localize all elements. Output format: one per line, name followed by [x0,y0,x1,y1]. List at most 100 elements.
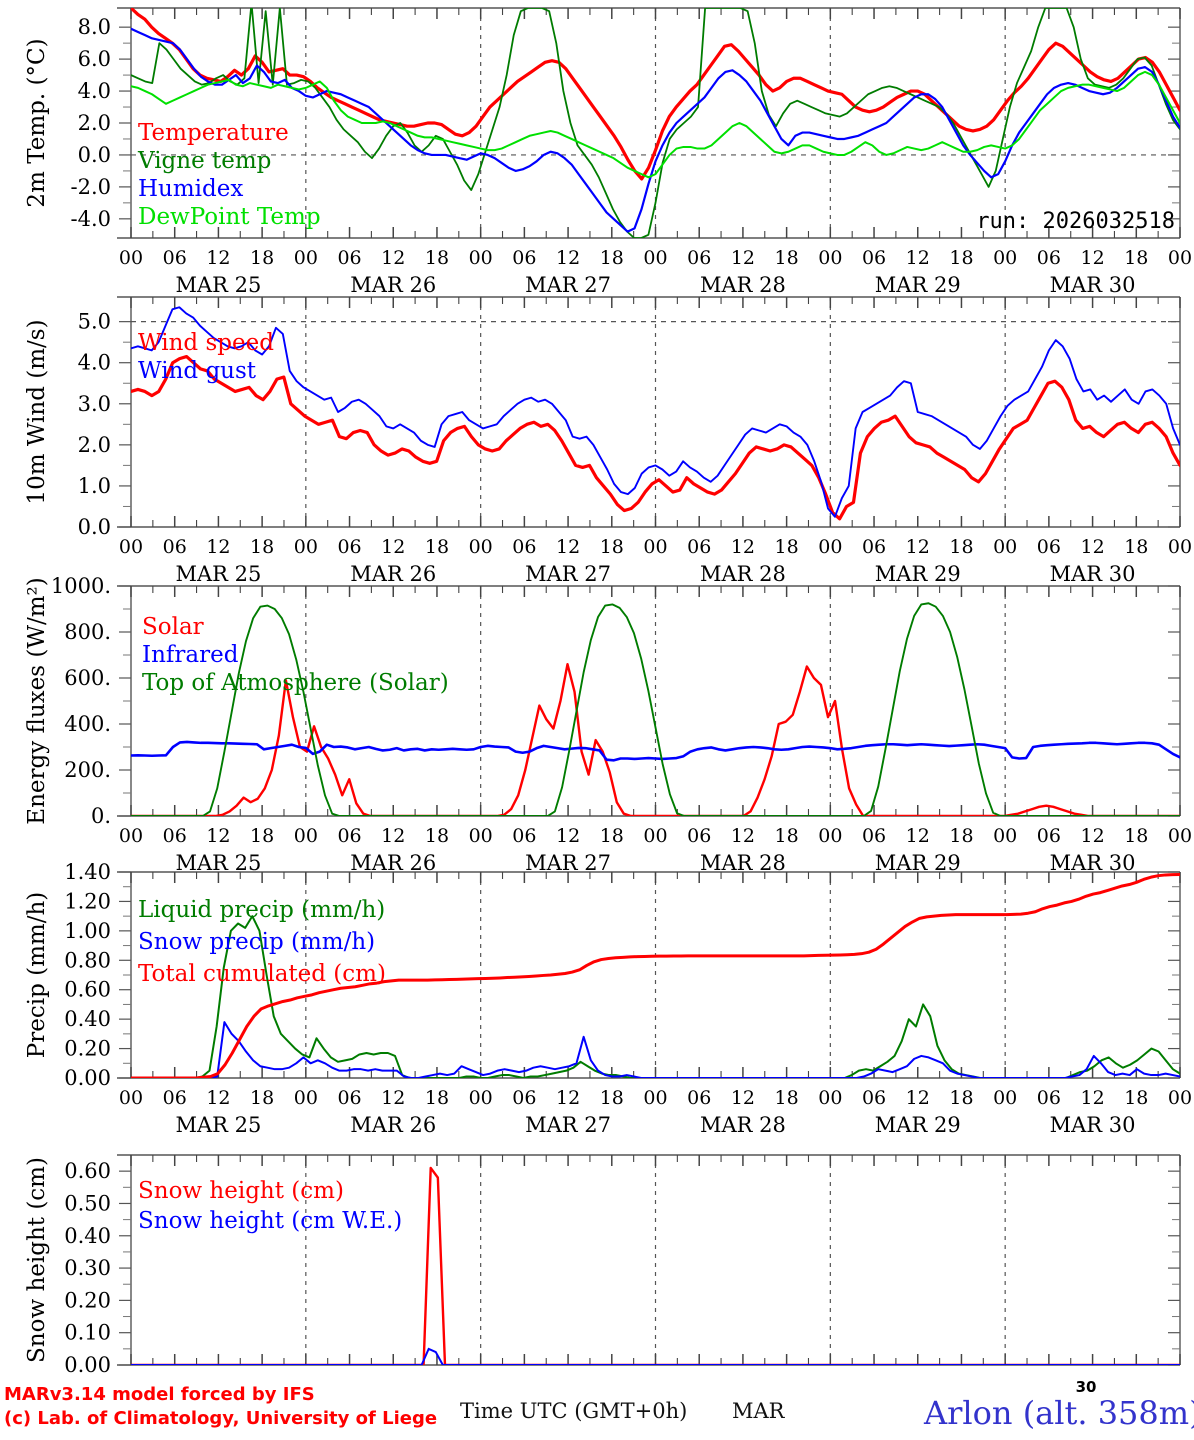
x-tick-label: 06 [1037,247,1061,269]
x-tick-label: 00 [119,247,143,269]
x-day-label: MAR 30 [1050,851,1136,875]
x-tick-label: 12 [731,536,755,558]
y-tick-label: 1000. [51,574,111,598]
x-day-label: MAR 26 [350,851,436,875]
y-tick-label: 1.20 [64,889,111,913]
y-axis-title: 2m Temp. (°C) [24,38,50,207]
x-tick-label: 00 [1168,825,1192,847]
x-tick-label: 18 [775,536,799,558]
y-tick-label: 0.80 [64,948,111,972]
legend-label-temperature-0: Temperature [138,120,289,146]
x-day-label: MAR 26 [350,273,436,297]
legend-label-energy-1: Infrared [142,642,239,668]
y-tick-label: 0. [91,804,111,828]
x-tick-label: 06 [862,247,886,269]
x-tick-label: 12 [1080,247,1104,269]
series-temperature-2 [131,27,1180,233]
y-tick-label: 1.00 [64,919,111,943]
x-tick-label: 00 [119,536,143,558]
y-tick-label: 400. [64,712,111,736]
footer-copyright-line: (c) Lab. of Climatology, University of L… [4,1408,437,1429]
x-tick-label: 06 [687,825,711,847]
x-tick-label: 06 [512,825,536,847]
y-axis-title: Precip (mm/h) [24,892,50,1058]
x-tick-label: 00 [643,536,667,558]
x-day-label: MAR 30 [1050,273,1136,297]
x-tick-label: 00 [1168,536,1192,558]
y-tick-label: 1.40 [64,860,111,884]
y-tick-label: -4.0 [71,207,112,231]
x-tick-label: 18 [949,1087,973,1109]
x-day-label: MAR 27 [525,851,611,875]
x-tick-label: 12 [1080,825,1104,847]
x-day-label: MAR 25 [175,562,261,586]
y-tick-label: 3.0 [78,392,111,416]
x-tick-label: 06 [163,536,187,558]
x-day-label: MAR 28 [700,562,786,586]
x-tick-label: 12 [206,1087,230,1109]
x-tick-label: 18 [775,825,799,847]
legend-label-energy-0: Solar [142,614,204,640]
x-tick-label: 12 [556,536,580,558]
y-tick-label: 2.0 [78,111,111,135]
y-tick-label: 1.0 [78,474,111,498]
x-tick-label: 06 [1037,1087,1061,1109]
x-tick-label: 00 [993,536,1017,558]
y-tick-label: 0.20 [64,1037,111,1061]
x-tick-label: 12 [731,825,755,847]
x-axis-title: Time UTC (GMT+0h) [460,1399,687,1423]
y-tick-label: 5.0 [78,310,111,334]
x-tick-label: 00 [993,1087,1017,1109]
x-tick-label: 00 [818,1087,842,1109]
y-tick-label: 0.0 [78,143,111,167]
x-tick-label: 06 [337,1087,361,1109]
x-tick-label: 12 [906,247,930,269]
x-tick-label: 00 [469,247,493,269]
y-tick-label: 600. [64,666,111,690]
site-small-number: 30 [1076,1378,1097,1396]
x-axis-title-month: MAR [732,1399,786,1423]
x-tick-label: 00 [818,536,842,558]
x-tick-label: 18 [425,536,449,558]
panel-energy: 0. 200. 400. 600. 800. 1000. 00 06 12 18 00 06 12 18 0… [24,574,1192,875]
panel-precip: 0.00 0.20 0.40 0.60 0.80 1.00 1.20 1.40 00 06 12 18… [24,860,1192,1137]
x-day-label: MAR 25 [175,273,261,297]
panel-snow: 0.00 0.10 0.20 0.30 0.40 0.50 0.60 Snow height … [24,1154,1181,1377]
x-tick-label: 12 [906,1087,930,1109]
x-tick-label: 18 [250,1087,274,1109]
series-temperature-1 [131,8,1180,238]
y-tick-label: 0.60 [64,978,111,1002]
y-axis-title: Energy fluxes (W/m²) [24,577,50,824]
x-day-label: MAR 29 [875,562,961,586]
x-tick-label: 00 [1168,247,1192,269]
x-tick-label: 00 [469,825,493,847]
x-tick-label: 12 [381,536,405,558]
x-tick-label: 00 [294,825,318,847]
series-temperature-3 [131,70,1180,179]
x-tick-label: 06 [862,536,886,558]
series-precip-2 [131,873,1180,1078]
x-tick-label: 00 [643,825,667,847]
x-tick-label: 12 [731,247,755,269]
x-tick-label: 18 [949,825,973,847]
x-tick-label: 18 [425,247,449,269]
x-tick-label: 18 [600,1087,624,1109]
x-tick-label: 06 [337,247,361,269]
legend-label-snow-0: Snow height (cm) [138,1178,344,1204]
x-tick-label: 18 [775,1087,799,1109]
x-day-label: MAR 28 [700,1113,786,1137]
x-tick-label: 06 [163,825,187,847]
series-wind-1 [131,306,1180,518]
y-axis-title: 10m Wind (m/s) [24,319,50,504]
series-group [131,306,1180,521]
x-tick-label: 00 [294,536,318,558]
x-day-label: MAR 26 [350,562,436,586]
x-day-label: MAR 30 [1050,1113,1136,1137]
x-tick-label: 00 [119,1087,143,1109]
series-group [131,873,1180,1078]
y-tick-label: 800. [64,620,111,644]
legend-label-snow-1: Snow height (cm W.E.) [138,1208,402,1234]
x-tick-label: 18 [250,825,274,847]
x-tick-label: 12 [206,536,230,558]
x-tick-label: 06 [862,1087,886,1109]
